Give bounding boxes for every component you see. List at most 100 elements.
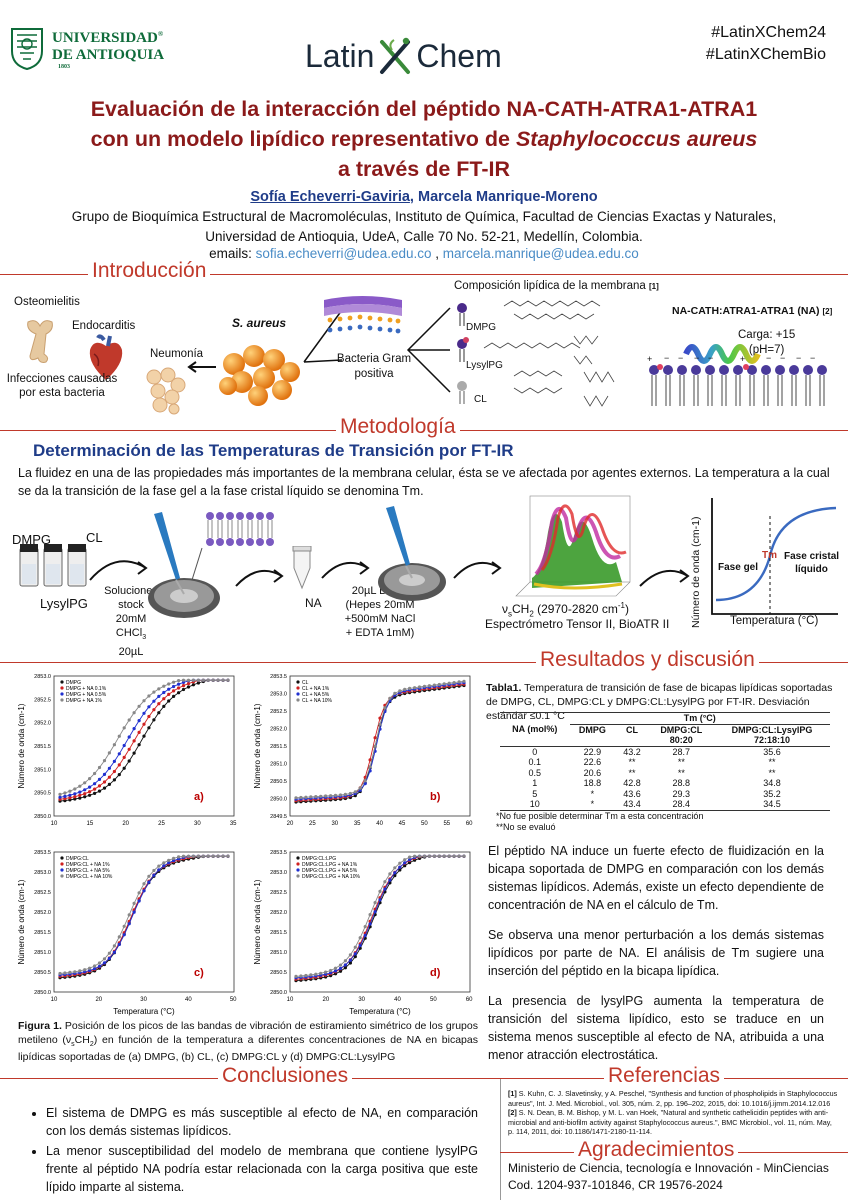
table-row: 0 22.9 43.2 28.7 35.6 (500, 746, 830, 757)
data-point (78, 793, 82, 797)
data-point (68, 796, 72, 800)
stock-line-1: Soluciones stock (104, 585, 158, 611)
data-point (112, 778, 116, 782)
data-point (97, 964, 102, 968)
legend-entry: DMPG + NA 0.1% (66, 686, 107, 692)
atr-crystal-pipette-2-image (378, 506, 446, 601)
lipid-structures-image (457, 300, 615, 407)
table-row: 10 * 43.4 28.4 34.5 (500, 799, 830, 810)
data-point (201, 678, 205, 682)
legend-entry: DMPG + NA 0.5% (66, 692, 107, 698)
data-point (117, 763, 121, 767)
conclusions-list: El sistema de DMPG es más susceptible al… (30, 1104, 478, 1198)
data-point (117, 734, 121, 738)
data-point (157, 864, 161, 868)
data-point (437, 854, 441, 858)
data-point (97, 789, 102, 793)
data-point (172, 856, 176, 860)
logo-left-text: Latin (305, 37, 375, 74)
table-cell: 10 (529, 799, 540, 809)
data-point (68, 970, 72, 974)
data-point (393, 874, 397, 878)
author-sep: , (409, 189, 418, 205)
data-point (329, 971, 333, 975)
table-cell: 43.6 (623, 788, 641, 799)
data-point (314, 972, 318, 976)
data-point (221, 854, 225, 858)
x-tick-label: 10 (51, 997, 58, 1003)
data-point (172, 694, 176, 698)
legend-entry: DMPG:CL:LPG + NA 5% (302, 868, 358, 874)
y-tick-label: 2852.0 (34, 910, 51, 916)
figure-caption: Figura 1. Posición de los picos de las b… (18, 1020, 478, 1065)
y-tick-label: 2850.5 (34, 970, 51, 976)
figure-caption-bold: Figura 1. (18, 1020, 62, 1032)
data-point (427, 684, 431, 688)
figure-caption-text: Posición de los picos de las bandas de v… (18, 1020, 478, 1046)
data-point (127, 718, 131, 722)
x-tick-label: 40 (185, 997, 192, 1003)
svg-text:−: − (664, 353, 669, 363)
data-point (122, 726, 126, 730)
th-dmpg-cl: DMPG:CL (660, 724, 703, 735)
data-point (137, 730, 141, 734)
data-point (408, 686, 412, 690)
data-point (186, 678, 191, 682)
data-point (314, 795, 318, 799)
data-point (358, 786, 362, 790)
data-point (122, 924, 126, 928)
data-point (226, 854, 230, 858)
connector-bracket (406, 307, 451, 393)
ack-line-1: Ministerio de Ciencia, tecnología e Inno… (508, 1161, 829, 1175)
stock-line-4: 20µL (118, 646, 144, 659)
data-point (137, 704, 141, 708)
legend-entry: DMPG:CL (66, 856, 89, 862)
data-point (363, 782, 367, 786)
legend-entry: CL + NA 5% (302, 692, 330, 698)
data-point (172, 680, 176, 684)
data-point (324, 794, 328, 798)
results-divider (0, 662, 848, 663)
title-line-2b: Staphylococcus aureus (515, 127, 758, 151)
data-point (122, 743, 126, 748)
caption-ch: CH (74, 1033, 90, 1046)
x-tick-label: 45 (399, 821, 406, 827)
data-point (343, 792, 347, 796)
data-point (373, 744, 377, 748)
data-point (172, 859, 176, 863)
data-point (63, 797, 67, 801)
email-2[interactable]: marcela.manrique@udea.edu.co (442, 246, 639, 261)
table-cell: 22.6 (583, 757, 602, 767)
data-point (83, 795, 87, 799)
y-tick-label: 2850.5 (270, 970, 287, 976)
x-axis-label: Temperatura (°C) (113, 1007, 175, 1016)
chart-panel: 2850.0 2850.5 2851.0 2851.5 2852.0 2852.5 2853… (253, 850, 473, 1016)
data-point (343, 959, 347, 963)
connector-lines-1 (303, 309, 343, 363)
label-lysylpg-method: LysylPG (40, 596, 88, 611)
affiliation: Grupo de Bioquímica Estructural de Macro… (30, 207, 818, 247)
y-tick-label: 2849.5 (270, 814, 287, 820)
data-point (73, 792, 77, 796)
legend-entry: DMPG:CL + NA 10% (66, 874, 113, 880)
ref-2-num: [2] (508, 1108, 517, 1117)
data-point (338, 793, 343, 797)
table-cell: 42.8 (623, 778, 641, 788)
email-1[interactable]: sofia.echeverri@udea.edu.co (255, 246, 432, 261)
data-point (432, 854, 436, 858)
data-point (83, 968, 87, 972)
section-results-title: Resultados y discusión (536, 648, 759, 672)
svg-text:−: − (694, 353, 699, 363)
ua-line1: UNIVERSIDAD (52, 29, 158, 46)
x-tick-label: 50 (230, 997, 237, 1003)
data-point (206, 678, 210, 682)
data-point (338, 963, 343, 967)
data-point (333, 969, 338, 973)
th-empty-3 (570, 735, 616, 746)
vertical-divider (500, 1078, 501, 1200)
y-tick-label: 2850.0 (270, 797, 287, 803)
data-point (388, 878, 392, 882)
arrow-curve-5 (639, 569, 690, 587)
data-point (107, 956, 111, 960)
svg-text:−: − (796, 353, 801, 363)
